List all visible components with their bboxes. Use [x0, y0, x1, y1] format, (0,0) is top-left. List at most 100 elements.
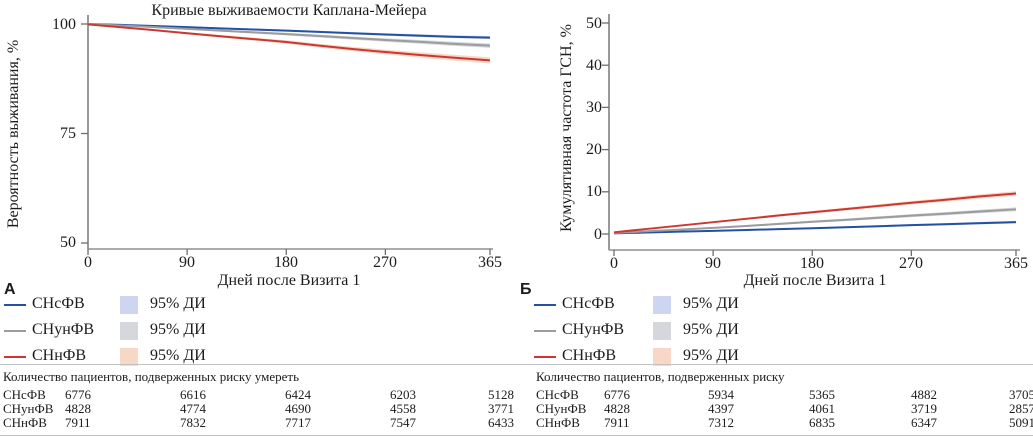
- legend-ci-swatch: [120, 296, 138, 314]
- x-axis-label: Дней после Визита 1: [217, 272, 361, 289]
- risk-table-title: Количество пациентов, подверженных риску…: [3, 369, 300, 384]
- cell: 6776: [65, 387, 91, 402]
- risk-table-row: СНсФВ 6776 5934 5365 4882 3705: [536, 388, 1033, 402]
- risk-table: СНсФВ 6776 6616 6424 6203 5128 СНунФВ 48…: [3, 388, 516, 430]
- y-tick-label: 0: [594, 226, 602, 243]
- legend-series-label: СНнФВ: [32, 347, 87, 364]
- cell: 5128: [488, 387, 514, 402]
- legend-ci-label: 95% ДИ: [150, 295, 206, 312]
- legend-ci-label: 95% ДИ: [683, 321, 739, 338]
- table-bottom-rule: [0, 435, 1033, 436]
- cell: 4828: [604, 401, 630, 416]
- cell: 5934: [708, 387, 734, 402]
- legend-series-label: СНунФВ: [32, 321, 95, 338]
- legend-ci-label: 95% ДИ: [683, 295, 739, 312]
- legend-series-label: СНсФВ: [562, 295, 615, 312]
- legend-row: СНнФВ 95% ДИ: [0, 347, 516, 369]
- cell: 5365: [809, 387, 835, 402]
- legend-row: СНнФВ 95% ДИ: [516, 347, 1033, 369]
- x-axis-label: Дней после Визита 1: [743, 272, 887, 289]
- cell: 7547: [390, 415, 416, 430]
- legend-row: СНунФВ 95% ДИ: [0, 321, 516, 343]
- cell: 4690: [285, 401, 311, 416]
- x-tick-label: 365: [1004, 255, 1028, 272]
- cell: 2857: [1009, 401, 1033, 416]
- cell: 3771: [488, 401, 514, 416]
- cell: 4882: [911, 387, 937, 402]
- cell: 6424: [285, 387, 311, 402]
- legend-ci-label: 95% ДИ: [150, 347, 206, 364]
- y-tick-label: 75: [60, 125, 76, 142]
- legend-ci-swatch: [653, 296, 671, 314]
- y-axis-label: Вероятность выживания, %: [5, 39, 22, 229]
- panel-letter: Б: [520, 281, 532, 298]
- legend-series-label: СНунФВ: [562, 321, 625, 338]
- legend-ci-swatch: [653, 322, 671, 340]
- legend-line-sample: [4, 330, 26, 332]
- risk-table-row: СНсФВ 6776 6616 6424 6203 5128: [3, 388, 516, 402]
- cell: 4061: [809, 401, 835, 416]
- legend-row: СНсФВ 95% ДИ: [516, 295, 1033, 317]
- legend-ci-swatch: [120, 348, 138, 366]
- legend-line-sample: [4, 356, 26, 358]
- cell: 7312: [708, 415, 734, 430]
- cell: 6203: [390, 387, 416, 402]
- legend-ci-swatch: [120, 322, 138, 340]
- risk-table-row: СНунФВ 4828 4774 4690 4558 3771: [3, 402, 516, 416]
- cell: 7832: [180, 415, 206, 430]
- x-tick-label: 365: [478, 254, 502, 271]
- legend-ci-swatch: [653, 348, 671, 366]
- cell: 7911: [604, 415, 630, 430]
- row-label: СНнФВ: [536, 415, 580, 430]
- legend-series-label: СНнФВ: [562, 347, 617, 364]
- cell: 6347: [911, 415, 937, 430]
- chart-title: Кривые выживаемости Каплана-Мейера: [151, 2, 427, 19]
- y-tick-label: 40: [586, 57, 602, 74]
- y-tick-label: 30: [586, 99, 602, 116]
- legend-series-label: СНсФВ: [32, 295, 85, 312]
- legend-line-sample: [534, 356, 556, 358]
- cell: 7717: [285, 415, 311, 430]
- row-label: СНунФВ: [3, 401, 54, 416]
- row-label: СНнФВ: [3, 415, 47, 430]
- cell: 5091: [1009, 415, 1033, 430]
- survival-chart-plot: [81, 15, 493, 255]
- risk-table-row: СНнФВ 7911 7832 7717 7547 6433: [3, 416, 516, 430]
- row-label: СНунФВ: [536, 401, 587, 416]
- legend-ci-label: 95% ДИ: [150, 321, 206, 338]
- y-tick-label: 10: [586, 183, 602, 200]
- x-tick-label: 90: [179, 254, 195, 271]
- y-tick-label: 100: [52, 16, 76, 33]
- risk-table-title: Количество пациентов, подверженных риску: [536, 369, 785, 384]
- cell: 4774: [180, 401, 206, 416]
- incidence-chart-plot: [602, 14, 1020, 256]
- cell: 3705: [1009, 387, 1033, 402]
- cell: 3719: [911, 401, 937, 416]
- risk-table-row: СНунФВ 4828 4397 4061 3719 2857: [536, 402, 1033, 416]
- x-tick-label: 270: [373, 254, 397, 271]
- y-tick-label: 50: [586, 15, 602, 32]
- cell: 6433: [488, 415, 514, 430]
- x-tick-label: 0: [610, 255, 618, 272]
- y-tick-label: 50: [60, 234, 76, 251]
- row-label: СНсФВ: [536, 387, 579, 402]
- y-tick-label: 20: [586, 141, 602, 158]
- cell: 4558: [390, 401, 416, 416]
- panel-incidence: Кумулятивная частота ГСН, % 50 40 30 20 …: [516, 0, 1033, 437]
- legend-ci-label: 95% ДИ: [683, 347, 739, 364]
- cell: 7911: [65, 415, 91, 430]
- x-tick-label: 180: [274, 254, 298, 271]
- cell: 6776: [604, 387, 630, 402]
- risk-table: СНсФВ 6776 5934 5365 4882 3705 СНунФВ 48…: [536, 388, 1033, 430]
- legend-line-sample: [4, 304, 26, 306]
- legend-row: СНунФВ 95% ДИ: [516, 321, 1033, 343]
- panel-survival: Кривые выживаемости Каплана-Мейера Вероя…: [0, 0, 516, 437]
- x-tick-label: 270: [899, 255, 923, 272]
- risk-table-row: СНнФВ 7911 7312 6835 6347 5091: [536, 416, 1033, 430]
- table-top-rule: [0, 364, 1033, 365]
- panel-letter: А: [4, 281, 16, 298]
- x-tick-label: 180: [800, 255, 824, 272]
- row-label: СНсФВ: [3, 387, 46, 402]
- cell: 6616: [180, 387, 206, 402]
